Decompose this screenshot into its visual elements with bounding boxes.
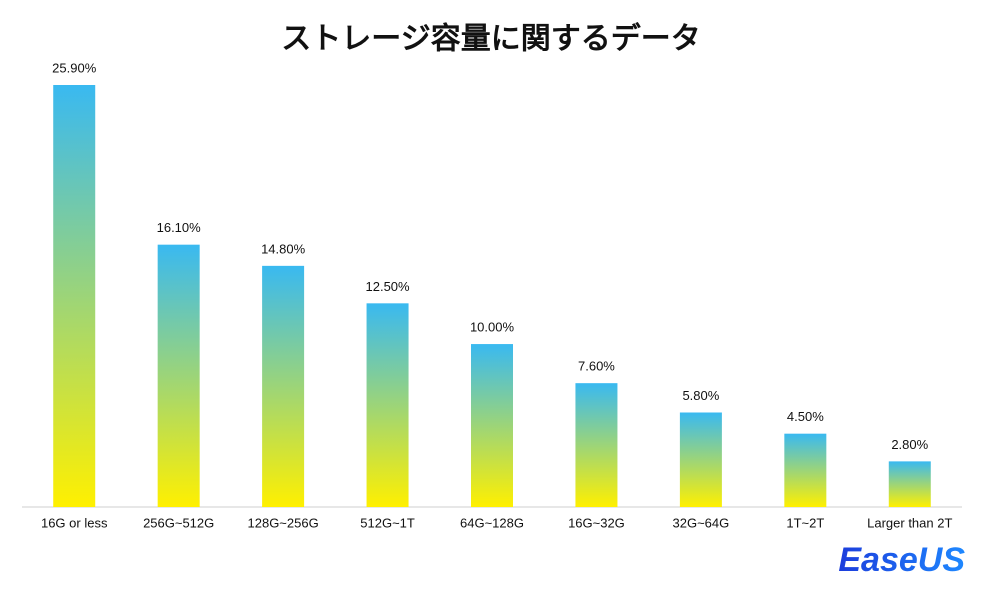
x-tick-label: 32G~64G bbox=[673, 515, 730, 530]
value-label: 4.50% bbox=[787, 409, 824, 424]
x-tick-label: 128G~256G bbox=[248, 515, 319, 530]
chart-title: ストレージ容量に関するデータ bbox=[281, 22, 700, 57]
bar bbox=[53, 85, 96, 507]
value-label: 10.00% bbox=[470, 320, 515, 335]
value-label: 14.80% bbox=[261, 241, 306, 256]
bar bbox=[157, 244, 200, 508]
x-tick-label: 512G~1T bbox=[360, 515, 415, 530]
bar bbox=[366, 303, 409, 507]
bar bbox=[471, 344, 513, 507]
bar bbox=[575, 383, 618, 507]
x-tick-label: 64G~128G bbox=[460, 515, 524, 530]
value-label: 5.80% bbox=[682, 388, 719, 403]
value-label: 12.50% bbox=[366, 279, 411, 294]
x-tick-label: 256G~512G bbox=[143, 515, 214, 530]
logo: EaseUS bbox=[838, 541, 965, 579]
x-tick-label: 16G~32G bbox=[568, 515, 625, 530]
value-label: 25.90% bbox=[52, 60, 97, 75]
x-tick-label: 1T~2T bbox=[786, 515, 824, 530]
bar bbox=[262, 265, 305, 507]
x-tick-label: Larger than 2T bbox=[867, 515, 952, 530]
x-tick-label: 16G or less bbox=[41, 515, 108, 530]
value-label: 7.60% bbox=[578, 359, 615, 374]
bar bbox=[784, 433, 827, 507]
bar bbox=[679, 412, 722, 507]
value-label: 2.80% bbox=[891, 437, 928, 452]
value-label: 16.10% bbox=[157, 220, 202, 235]
bar bbox=[888, 461, 931, 507]
